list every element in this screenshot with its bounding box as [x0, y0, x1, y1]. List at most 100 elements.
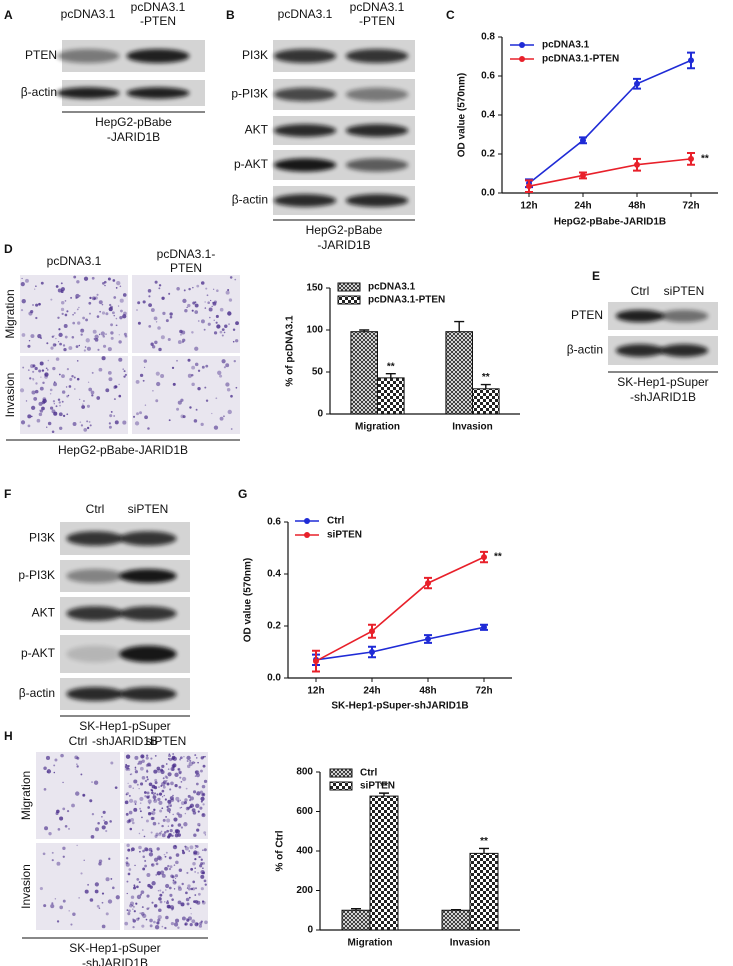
bar: [341, 909, 371, 931]
point: [580, 137, 586, 144]
cell: [164, 866, 168, 871]
cell: [101, 901, 104, 904]
cell: [125, 793, 128, 796]
cell: [138, 787, 140, 790]
cell: [127, 848, 131, 852]
cell: [127, 782, 129, 784]
row-label: p-AKT: [21, 646, 56, 660]
cell: [223, 415, 225, 418]
cell: [62, 781, 64, 784]
cell: [38, 401, 43, 406]
cell: [168, 906, 171, 909]
cell: [234, 278, 237, 281]
cell: [200, 756, 204, 760]
cell: [46, 426, 48, 428]
cell: [147, 762, 151, 767]
cell: [42, 381, 45, 385]
row-label: p-PI3K: [18, 568, 55, 582]
cell: [161, 873, 166, 878]
cell: [94, 889, 99, 894]
cell: [139, 796, 144, 801]
cell: [187, 916, 192, 921]
cell: [80, 328, 85, 333]
cell: [144, 779, 148, 783]
cell: [230, 394, 233, 398]
cell: [191, 331, 194, 334]
cell: [177, 900, 182, 905]
cell: [200, 862, 204, 866]
column-label: siPTEN: [128, 502, 169, 516]
cell: [125, 862, 130, 867]
cell: [154, 778, 158, 782]
y-tick-label: 0.8: [481, 32, 495, 43]
cell: [132, 926, 135, 929]
point: [425, 580, 431, 587]
cell: [166, 818, 171, 823]
cell: [124, 764, 129, 769]
cell: [203, 779, 208, 784]
cell: [110, 410, 113, 413]
cell: [153, 857, 159, 862]
cell: [174, 877, 177, 880]
column-label: pcDNA3.1: [350, 0, 405, 14]
cell: [76, 763, 78, 765]
cell: [94, 882, 99, 887]
cell: [35, 316, 38, 320]
x-tick-label: Migration: [355, 422, 400, 433]
cell: [55, 357, 60, 361]
cell: [101, 303, 104, 306]
cell: [134, 803, 137, 805]
y-tick-label: 100: [306, 325, 323, 336]
cell: [191, 761, 195, 765]
cell: [128, 794, 131, 797]
cell: [136, 783, 139, 786]
cell: [90, 390, 95, 395]
cell: [146, 894, 150, 898]
cell: [105, 912, 109, 916]
blot-band: [273, 87, 337, 102]
cell: [200, 887, 204, 891]
cell: [33, 397, 38, 401]
cell: [145, 848, 149, 852]
y-tick-label: 0.2: [481, 149, 495, 160]
cell: [160, 830, 163, 833]
cell: [47, 369, 49, 371]
cell: [126, 892, 128, 895]
cell: [179, 758, 182, 761]
cell: [137, 301, 141, 305]
cell: [207, 322, 211, 326]
cell: [213, 331, 218, 335]
panel-letter: C: [446, 8, 455, 22]
cell: [154, 340, 158, 345]
cell: [133, 910, 136, 913]
cell: [83, 859, 85, 861]
cell: [230, 428, 233, 430]
significance: **: [387, 361, 395, 372]
cell: [153, 798, 158, 803]
cell: [109, 820, 112, 823]
cell: [45, 367, 48, 370]
blot-band: [126, 87, 190, 99]
cell: [169, 905, 175, 910]
cell: [168, 811, 171, 814]
x-axis-label: SK-Hep1-pSuper-shJARID1B: [331, 701, 468, 712]
cell: [66, 310, 69, 313]
cell: [134, 766, 137, 769]
cell: [177, 885, 181, 889]
cell: [165, 851, 168, 854]
cell: [145, 819, 149, 823]
cell: [122, 314, 127, 319]
cell: [127, 909, 131, 913]
cell: [193, 900, 196, 903]
row-label: AKT: [245, 123, 269, 137]
cell: [191, 309, 194, 312]
significance: **: [701, 154, 709, 165]
cell: [141, 759, 145, 763]
cell: [57, 288, 62, 293]
cell: [42, 852, 46, 856]
cell: [180, 902, 185, 907]
cell: [202, 849, 204, 851]
cell: [152, 389, 154, 392]
cell: [180, 801, 185, 806]
legend-label: pcDNA3.1: [542, 40, 590, 51]
